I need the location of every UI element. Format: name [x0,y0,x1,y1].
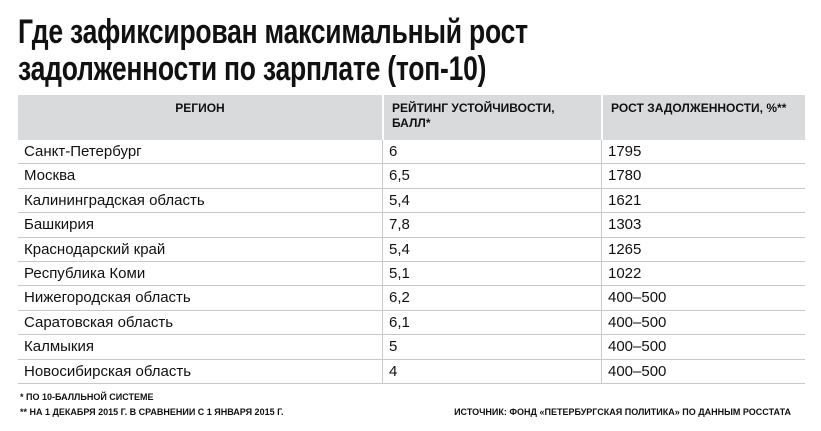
table-row: Республика Коми 5,1 1022 [18,261,805,287]
table: РЕГИОН РЕЙТИНГ УСТОЙЧИВОСТИ, БАЛЛ* РОСТ … [18,95,805,384]
footnote: * ПО 10-БАЛЛЬНОЙ СИСТЕМЕ [20,392,154,402]
table-cell: 1795 [601,140,805,164]
table-cell: 5,4 [382,237,601,261]
table-row: Нижегородская область 6,2 400–500 [18,286,805,311]
table-cell: 1621 [601,188,805,213]
footnote: ** НА 1 ДЕКАБРЯ 2015 Г. В СРАВНЕНИИ С 1 … [20,407,284,417]
table-cell: 1265 [601,237,805,261]
table-row: Санкт-Петербург 6 1795 [18,140,805,165]
table-cell: Саратовская область [24,313,174,331]
table-cell: 400–500 [601,310,805,335]
header-cell: РОСТ ЗАДОЛЖЕННОСТИ, %** [601,95,805,140]
table-cell: Республика Коми [24,264,146,282]
table-row: Башкирия 7,8 1303 [18,213,805,238]
table-cell: 6,5 [382,164,601,188]
table-cell: 5,4 [382,188,601,213]
table-cell: 4 [382,359,601,383]
table-row: Калмыкия 5 400–500 [18,335,805,360]
table-cell: 400–500 [601,359,805,383]
header-cell: РЕЙТИНГ УСТОЙЧИВОСТИ, БАЛЛ* [382,95,601,140]
title-line: Где зафиксирован максимальный рост [18,13,528,51]
table-body: Санкт-Петербург 6 1795 Москва 6,5 1780 Калинин… [18,140,805,384]
table-cell: Нижегородская область [24,289,191,307]
source: ИСТОЧНИК: ФОНД «ПЕТЕРБУРГСКАЯ ПОЛИТИКА» … [454,407,791,417]
table-cell: Калининградская область [24,191,205,209]
table-cell: Краснодарский край [24,240,166,258]
table-row: Новосибирская область 4 400–500 [18,359,805,384]
table-cell: 400–500 [601,286,805,310]
table-cell: Башкирия [24,216,95,234]
table-cell: Новосибирская область [24,362,192,380]
table-cell: 1022 [601,261,805,286]
header-cell: РЕГИОН [175,101,225,115]
table-row: Краснодарский край 5,4 1265 [18,237,805,262]
table-cell: 1303 [601,213,805,237]
table-cell: 6,2 [382,286,601,310]
table-cell: Калмыкия [24,338,94,356]
table-row: Калининградская область 5,4 1621 [18,188,805,214]
table-row: Саратовская область 6,1 400–500 [18,310,805,336]
table-cell: 7,8 [382,213,601,237]
table-cell: Санкт-Петербург [24,143,142,160]
header-row: РЕГИОН РЕЙТИНГ УСТОЙЧИВОСТИ, БАЛЛ* РОСТ … [18,95,805,140]
table-cell: 5 [382,335,601,359]
table-cell: 5,1 [382,261,601,286]
table-row: Москва 6,5 1780 [18,164,805,189]
table-cell: 400–500 [601,335,805,359]
table-cell: 6,1 [382,310,601,335]
title-line: задолженности по зарплате (топ-10) [18,50,487,88]
table-cell: Москва [24,167,76,185]
table-cell: 6 [382,140,601,164]
table-cell: 1780 [601,164,805,188]
